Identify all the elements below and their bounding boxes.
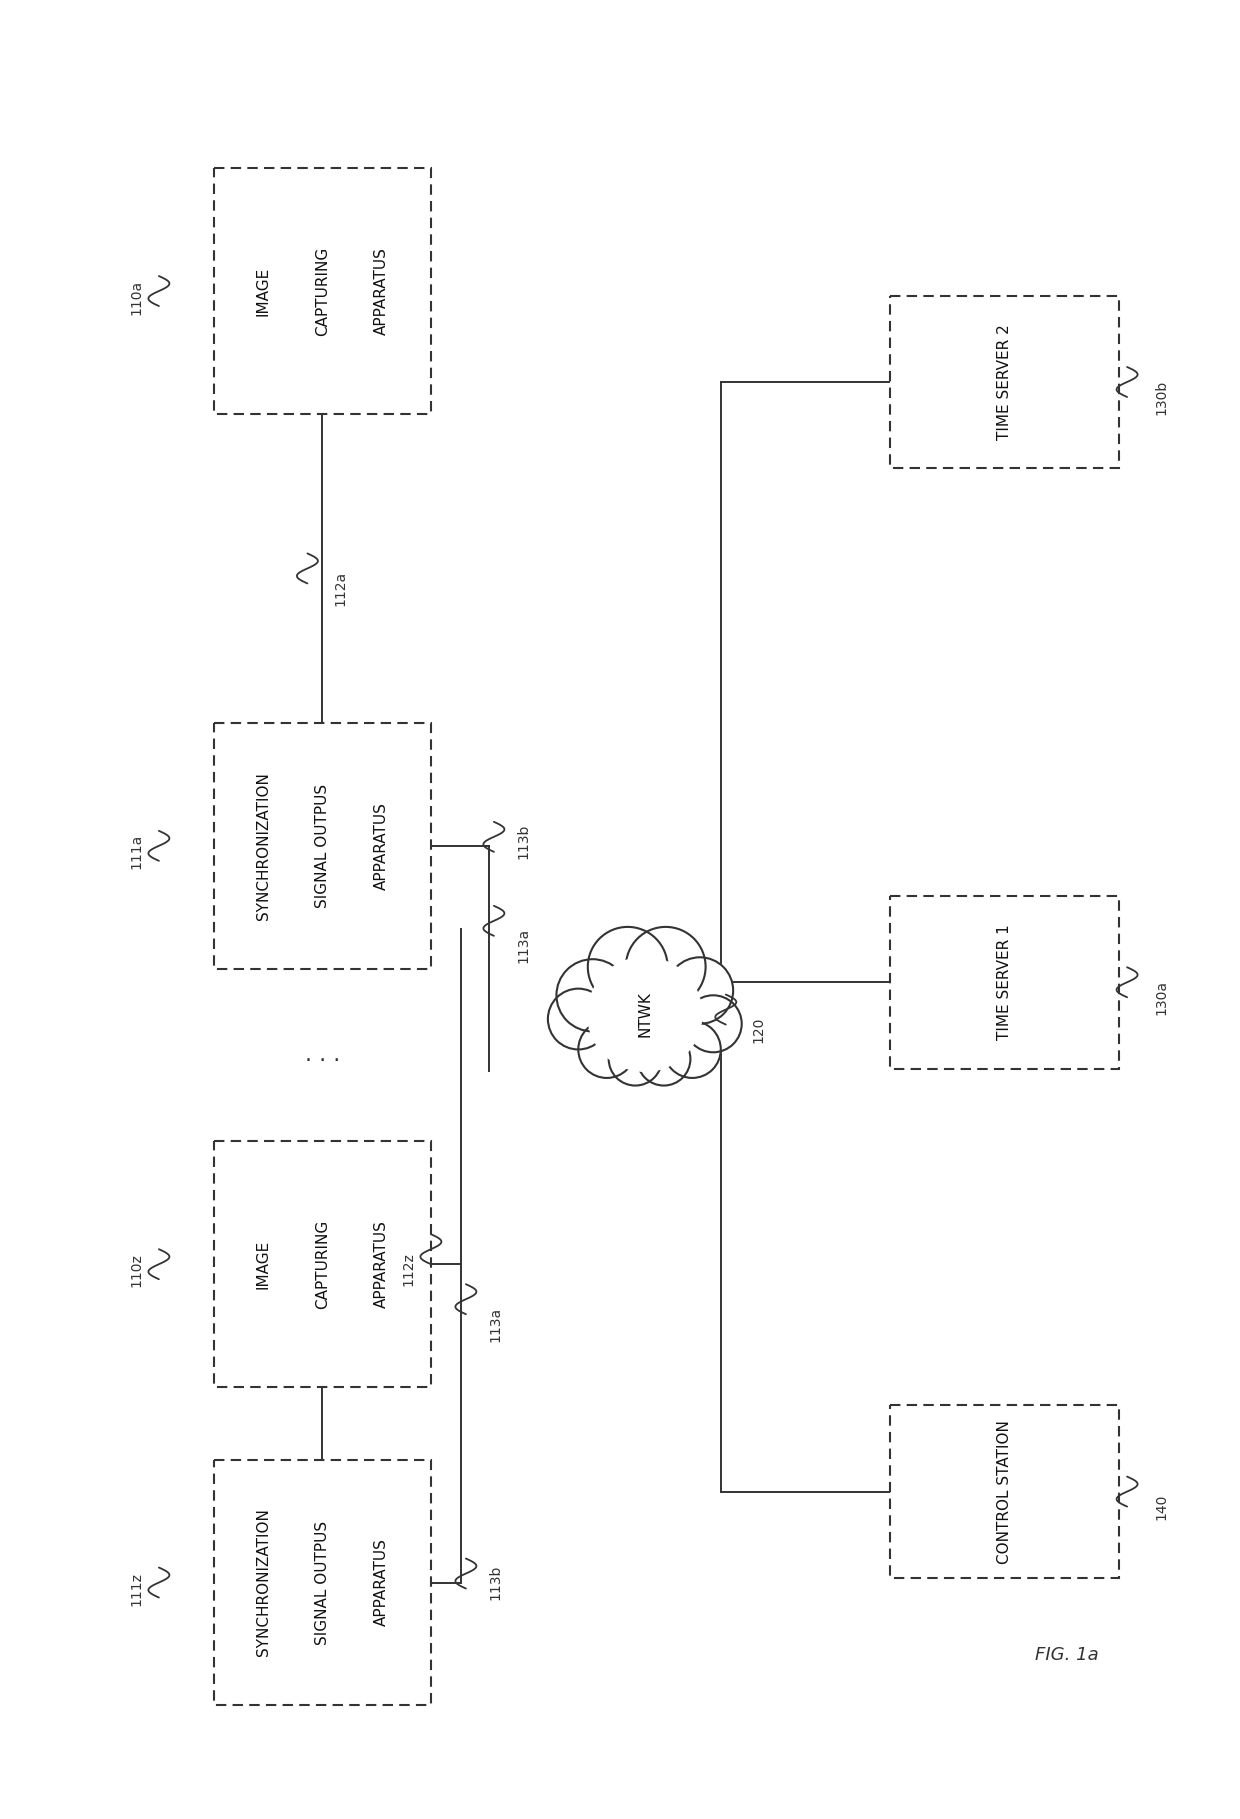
Bar [215,722,432,968]
Text: SYNCHRONIZATION: SYNCHRONIZATION [255,771,270,920]
Text: 112a: 112a [334,571,347,606]
Text: APPARATUS: APPARATUS [374,1539,389,1626]
Text: TIME SERVER 1: TIME SERVER 1 [997,924,1012,1040]
Text: SIGNAL OUTPUS: SIGNAL OUTPUS [315,784,330,908]
Bar [890,296,1120,469]
Bar [215,1459,432,1706]
Circle shape [588,928,667,1006]
Text: 112z: 112z [402,1251,415,1286]
Circle shape [588,957,702,1071]
Circle shape [637,1033,691,1086]
Text: APPARATUS: APPARATUS [374,1221,389,1308]
Circle shape [626,928,706,1006]
Text: 113b: 113b [517,824,531,859]
Text: CAPTURING: CAPTURING [315,1219,330,1310]
Circle shape [609,1033,662,1086]
Circle shape [667,957,733,1024]
Text: TIME SERVER 2: TIME SERVER 2 [997,324,1012,440]
Text: 111a: 111a [130,835,144,869]
Bar [890,897,1120,1070]
Text: IMAGE: IMAGE [255,1239,270,1290]
Text: 111z: 111z [130,1572,144,1606]
Text: FIG. 1a: FIG. 1a [1034,1646,1099,1664]
Circle shape [578,1020,635,1079]
Bar [215,1142,432,1388]
Text: 113b: 113b [489,1564,503,1601]
Bar [890,1406,1120,1579]
Text: CONTROL STATION: CONTROL STATION [997,1419,1012,1564]
Circle shape [663,1020,720,1079]
Text: 113a: 113a [517,928,531,964]
Text: 113a: 113a [489,1306,503,1342]
Text: 110a: 110a [130,280,144,315]
Text: IMAGE: IMAGE [255,266,270,317]
Text: SYNCHRONIZATION: SYNCHRONIZATION [255,1508,270,1657]
Text: SIGNAL OUTPUS: SIGNAL OUTPUS [315,1521,330,1644]
Text: NTWK: NTWK [637,991,652,1037]
Text: 130a: 130a [1154,980,1168,1015]
Text: 130b: 130b [1154,380,1168,415]
Text: APPARATUS: APPARATUS [374,247,389,335]
Text: . . .: . . . [305,1046,340,1064]
Circle shape [557,959,629,1031]
Circle shape [684,995,742,1053]
Text: APPARATUS: APPARATUS [374,802,389,889]
Text: 140: 140 [1154,1493,1168,1519]
Bar [215,169,432,415]
Text: 110z: 110z [130,1253,144,1288]
Text: 120: 120 [751,1017,766,1042]
Circle shape [548,990,609,1050]
Text: CAPTURING: CAPTURING [315,246,330,337]
